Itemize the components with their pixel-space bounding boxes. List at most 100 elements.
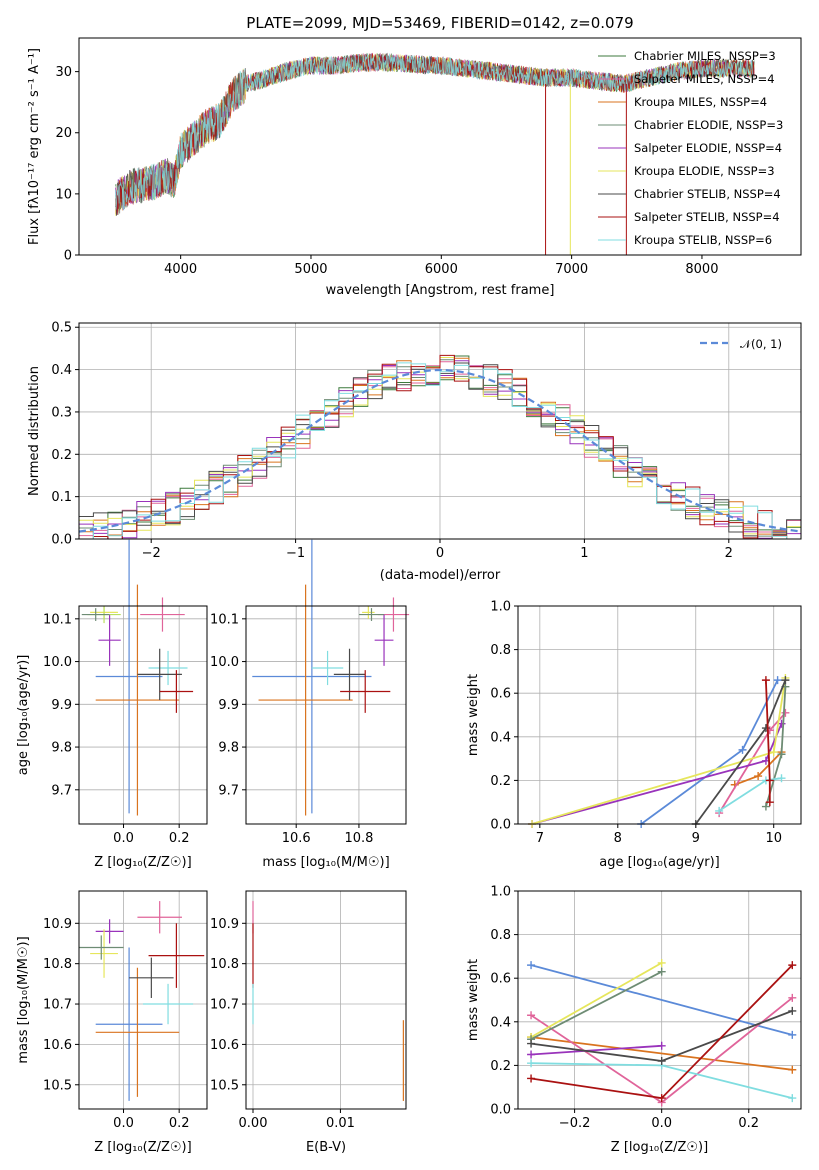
spectrum-ytick-label: 20: [55, 126, 72, 141]
weight-vs-Z-ylabel: mass weight: [466, 959, 481, 1041]
weight-vs-Z-xlabel: Z [log₁₀(Z/Z☉)]: [611, 1140, 708, 1155]
weight-vs-Z-marker: [527, 1011, 536, 1020]
residuals-ytick-label: 0.5: [51, 321, 72, 336]
weight-vs-Z-marker: [657, 1057, 666, 1066]
mass-vs-Z-ytick-label: 10.7: [43, 998, 72, 1013]
age-vs-Z-xtick-label: 0.2: [169, 831, 190, 846]
age-vs-Z-ytick-label: 10.0: [43, 655, 72, 670]
residuals-xtick-label: 1: [580, 546, 588, 561]
spectrum-legend-label: Chabrier STELIB, NSSP=4: [634, 187, 781, 201]
weight-vs-Z-ytick-label: 0.6: [490, 972, 511, 987]
spectrum-xlabel: wavelength [Angstrom, rest frame]: [326, 283, 555, 298]
spectrum-legend-label: Chabrier ELODIE, NSSP=3: [634, 118, 783, 132]
age-vs-Z-xlabel: Z [log₁₀(Z/Z☉)]: [94, 855, 191, 870]
weight-vs-Z-ytick-label: 1.0: [490, 885, 511, 900]
weight-vs-age-ytick-label: 0.2: [490, 774, 511, 789]
mass-vs-EBV-ytick-label: 10.7: [210, 998, 239, 1013]
mass-vs-EBV-ytick-label: 10.8: [210, 957, 239, 972]
weight-vs-Z-marker: [527, 961, 536, 970]
spectrum-legend-label: Salpeter MILES, NSSP=4: [634, 72, 775, 86]
age-vs-Z-frame: [78, 605, 208, 825]
mass-vs-EBV-ytick-label: 10.9: [210, 917, 239, 932]
mass-vs-EBV-xtick-label: 0.01: [326, 1116, 355, 1131]
residuals-ytick-label: 0.4: [51, 363, 72, 378]
spectrum-legend-label: Kroupa ELODIE, NSSP=3: [634, 164, 775, 178]
weight-vs-age-marker: [781, 676, 790, 685]
age-vs-Z-ytick-label: 9.7: [51, 783, 72, 798]
residuals-xtick-label: 2: [725, 546, 733, 561]
weight-vs-age-ytick-label: 0.0: [490, 818, 511, 833]
weight-vs-age-marker: [738, 745, 747, 754]
mass-vs-EBV-ytick-label: 10.6: [210, 1038, 239, 1053]
residuals-ytick-label: 0.3: [51, 405, 72, 420]
residuals-ytick-label: 0.2: [51, 448, 72, 463]
weight-vs-age-ylabel: mass weight: [466, 674, 481, 756]
spectrum-frame: [78, 37, 802, 256]
residuals-xtick-label: −1: [286, 546, 305, 561]
residuals-xlabel: (data-model)/error: [380, 568, 501, 583]
weight-vs-age-marker: [765, 776, 774, 785]
mass-vs-Z-xtick-label: 0.0: [113, 1116, 134, 1131]
age-vs-mass-frame: [245, 605, 407, 825]
weight-vs-Z-line-salpeter-elodie: [531, 1044, 662, 1056]
age-vs-Z-ytick-label: 10.1: [43, 612, 72, 627]
spectrum-series-kroupa-stelib: [115, 53, 755, 211]
age-vs-mass-ytick-label: 9.7: [218, 783, 239, 798]
age-vs-mass-ytick-label: 9.9: [218, 698, 239, 713]
weight-vs-age-xtick-label: 7: [536, 831, 544, 846]
spectrum-ytick-label: 30: [55, 65, 72, 80]
age-vs-mass-ytick-label: 10.0: [210, 655, 239, 670]
weight-vs-age-ytick-label: 0.8: [490, 643, 511, 658]
weight-vs-Z-marker: [788, 993, 797, 1002]
age-vs-Z-ylabel: age [log₁₀(age/yr)]: [16, 655, 31, 776]
weight-vs-Z-marker: [527, 1074, 536, 1083]
weight-vs-age-ytick-label: 1.0: [490, 600, 511, 615]
weight-vs-age-ytick-label: 0.4: [490, 730, 511, 745]
weight-vs-age-marker: [777, 774, 786, 783]
weight-vs-age-marker: [761, 676, 770, 685]
age-vs-Z-xtick-label: 0.0: [113, 831, 134, 846]
residuals-legend-label: 𝒩(0, 1): [740, 337, 782, 351]
residuals-hist-salpeter-stelib: [79, 354, 801, 540]
weight-vs-age-xtick-label: 8: [614, 831, 622, 846]
mass-vs-Z-xtick-label: 0.2: [169, 1116, 190, 1131]
spectrum-legend-label: Kroupa MILES, NSSP=4: [634, 95, 767, 109]
age-vs-Z-ytick-label: 9.9: [51, 698, 72, 713]
mass-vs-Z-frame: [78, 890, 208, 1110]
weight-vs-age-marker: [769, 748, 778, 757]
weight-vs-Z-marker: [527, 1059, 536, 1068]
weight-vs-Z-marker: [657, 967, 666, 976]
figure-title: PLATE=2099, MJD=53469, FIBERID=0142, z=0…: [246, 14, 633, 32]
mass-vs-Z-ytick-label: 10.8: [43, 957, 72, 972]
weight-vs-Z-ytick-label: 0.0: [490, 1103, 511, 1118]
weight-vs-Z-xtick-label: 0.0: [651, 1116, 672, 1131]
weight-vs-age-xtick-label: 9: [692, 831, 700, 846]
spectrum-ytick-label: 10: [55, 187, 72, 202]
spectrum-xtick-label: 6000: [425, 262, 458, 277]
weight-vs-Z-marker: [657, 1094, 666, 1103]
weight-vs-Z-xtick-label: −0.2: [559, 1116, 591, 1131]
weight-vs-Z-marker: [657, 958, 666, 967]
weight-vs-age-marker: [715, 806, 724, 815]
spectrum-xtick-label: 4000: [164, 262, 197, 277]
weight-vs-Z-frame: [517, 890, 802, 1110]
weight-vs-Z-ytick-label: 0.2: [490, 1059, 511, 1074]
mass-vs-EBV-xtick-label: 0.00: [239, 1116, 268, 1131]
spectrum-xtick-label: 8000: [685, 262, 718, 277]
weight-vs-Z-marker: [788, 961, 797, 970]
weight-vs-age-frame: [517, 605, 802, 825]
weight-vs-Z-marker: [527, 1039, 536, 1048]
weight-vs-Z-marker: [788, 1094, 797, 1103]
spectrum-legend-label: Salpeter ELODIE, NSSP=4: [634, 141, 782, 155]
weight-vs-Z-line-blue: [530, 964, 793, 1036]
spectrum-xtick-label: 7000: [555, 262, 588, 277]
residuals-ylabel: Normed distribution: [27, 366, 42, 496]
residuals-hist-kroupa-stelib: [79, 362, 801, 540]
residuals-xtick-label: 0: [436, 546, 444, 561]
weight-vs-Z-line-kroupa-elodie: [530, 962, 663, 1038]
weight-vs-Z-ytick-label: 0.8: [490, 928, 511, 943]
spectrum-xtick-label: 5000: [294, 262, 327, 277]
age-vs-mass-ytick-label: 10.1: [210, 612, 239, 627]
weight-vs-Z-marker: [657, 1041, 666, 1050]
